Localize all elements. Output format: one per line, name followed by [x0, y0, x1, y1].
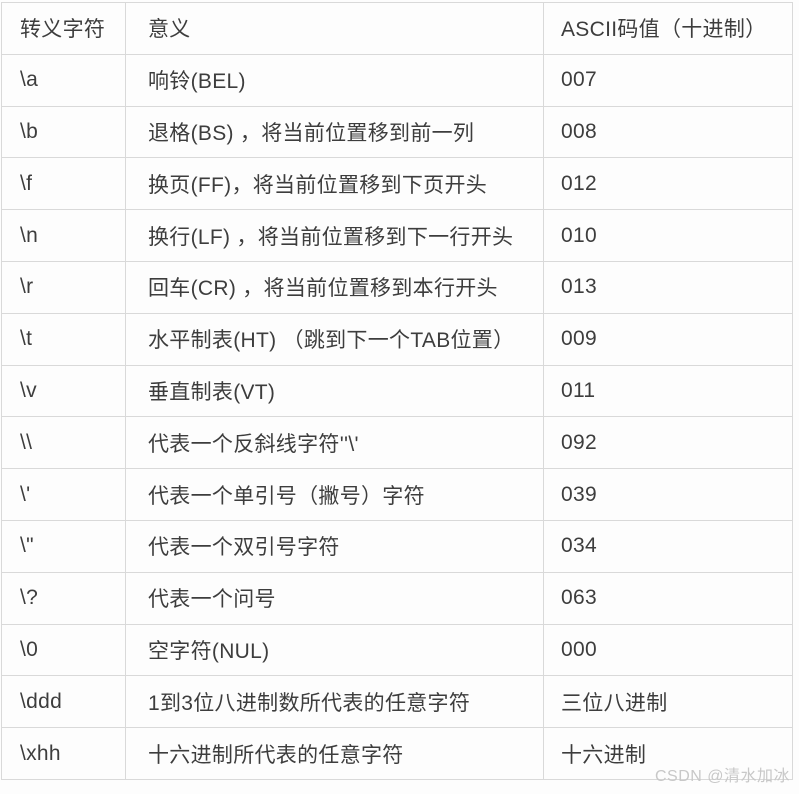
escape-char-cell: \r	[1, 260, 126, 314]
table-row: \" 代表一个双引号字符 034	[1, 519, 793, 573]
table-row: \r 回车(CR) ，将当前位置移到本行开头 013	[1, 260, 793, 314]
ascii-value-cell: 013	[543, 260, 793, 314]
escape-char-cell: \n	[1, 209, 126, 262]
escape-char-cell: \a	[1, 53, 126, 107]
table-row: \' 代表一个单引号（撇号）字符 039	[1, 468, 793, 521]
ascii-value-cell: 007	[543, 53, 793, 107]
ascii-value-cell: 008	[543, 105, 793, 159]
escape-char-cell: \\	[1, 416, 126, 470]
escape-char-cell: \"	[1, 519, 126, 573]
table-row: \b 退格(BS) ，将当前位置移到前一列 008	[1, 105, 793, 159]
meaning-cell: 1到3位八进制数所代表的任意字符	[125, 675, 544, 729]
table-row: \xhh 十六进制所代表的任意字符 十六进制	[1, 727, 793, 780]
escape-char-cell: \xhh	[1, 727, 126, 780]
header-row: 转义字符 意义 ASCII码值（十进制）	[1, 2, 793, 55]
escape-char-cell: \?	[1, 571, 126, 625]
escape-char-cell: \'	[1, 468, 126, 521]
escape-char-cell: \b	[1, 105, 126, 159]
escape-char-cell: \v	[1, 364, 126, 418]
meaning-cell: 水平制表(HT) （跳到下一个TAB位置）	[125, 312, 544, 366]
table-row: \0 空字符(NUL) 000	[1, 623, 793, 677]
meaning-cell: 代表一个单引号（撇号）字符	[125, 468, 544, 521]
meaning-cell: 代表一个双引号字符	[125, 519, 544, 573]
meaning-cell: 换行(LF) ，将当前位置移到下一行开头	[125, 209, 544, 262]
ascii-value-cell: 011	[543, 364, 793, 418]
meaning-cell: 换页(FF)，将当前位置移到下页开头	[125, 157, 544, 211]
table-row: \n 换行(LF) ，将当前位置移到下一行开头 010	[1, 209, 793, 262]
table-header: 转义字符 意义 ASCII码值（十进制）	[1, 2, 793, 55]
meaning-cell: 代表一个问号	[125, 571, 544, 625]
meaning-cell: 回车(CR) ，将当前位置移到本行开头	[125, 260, 544, 314]
meaning-cell: 退格(BS) ，将当前位置移到前一列	[125, 105, 544, 159]
table-row: \\ 代表一个反斜线字符''\' 092	[1, 416, 793, 470]
table-row: \f 换页(FF)，将当前位置移到下页开头 012	[1, 157, 793, 211]
escape-char-cell: \f	[1, 157, 126, 211]
meaning-cell: 十六进制所代表的任意字符	[125, 727, 544, 780]
table-row: \? 代表一个问号 063	[1, 571, 793, 625]
escape-character-table: 转义字符 意义 ASCII码值（十进制） \a 响铃(BEL) 007 \b 退格(BS…	[1, 2, 793, 780]
meaning-cell: 响铃(BEL)	[125, 53, 544, 107]
table-row: \t 水平制表(HT) （跳到下一个TAB位置） 009	[1, 312, 793, 366]
ascii-value-cell: 十六进制	[543, 727, 793, 780]
ascii-value-cell: 039	[543, 468, 793, 521]
table-row: \ddd 1到3位八进制数所代表的任意字符 三位八进制	[1, 675, 793, 729]
column-header-ascii-value: ASCII码值（十进制）	[543, 2, 793, 55]
meaning-cell: 代表一个反斜线字符''\'	[125, 416, 544, 470]
table-body: \a 响铃(BEL) 007 \b 退格(BS) ，将当前位置移到前一列 008 \f 换页(…	[1, 53, 793, 780]
escape-char-cell: \ddd	[1, 675, 126, 729]
ascii-value-cell: 063	[543, 571, 793, 625]
meaning-cell: 空字符(NUL)	[125, 623, 544, 677]
table-row: \a 响铃(BEL) 007	[1, 53, 793, 107]
ascii-value-cell: 034	[543, 519, 793, 573]
ascii-value-cell: 012	[543, 157, 793, 211]
column-header-meaning: 意义	[125, 2, 544, 55]
table-row: \v 垂直制表(VT) 011	[1, 364, 793, 418]
escape-char-cell: \0	[1, 623, 126, 677]
escape-char-cell: \t	[1, 312, 126, 366]
ascii-value-cell: 092	[543, 416, 793, 470]
ascii-value-cell: 三位八进制	[543, 675, 793, 729]
meaning-cell: 垂直制表(VT)	[125, 364, 544, 418]
column-header-escape-char: 转义字符	[1, 2, 126, 55]
ascii-value-cell: 009	[543, 312, 793, 366]
ascii-value-cell: 000	[543, 623, 793, 677]
ascii-value-cell: 010	[543, 209, 793, 262]
